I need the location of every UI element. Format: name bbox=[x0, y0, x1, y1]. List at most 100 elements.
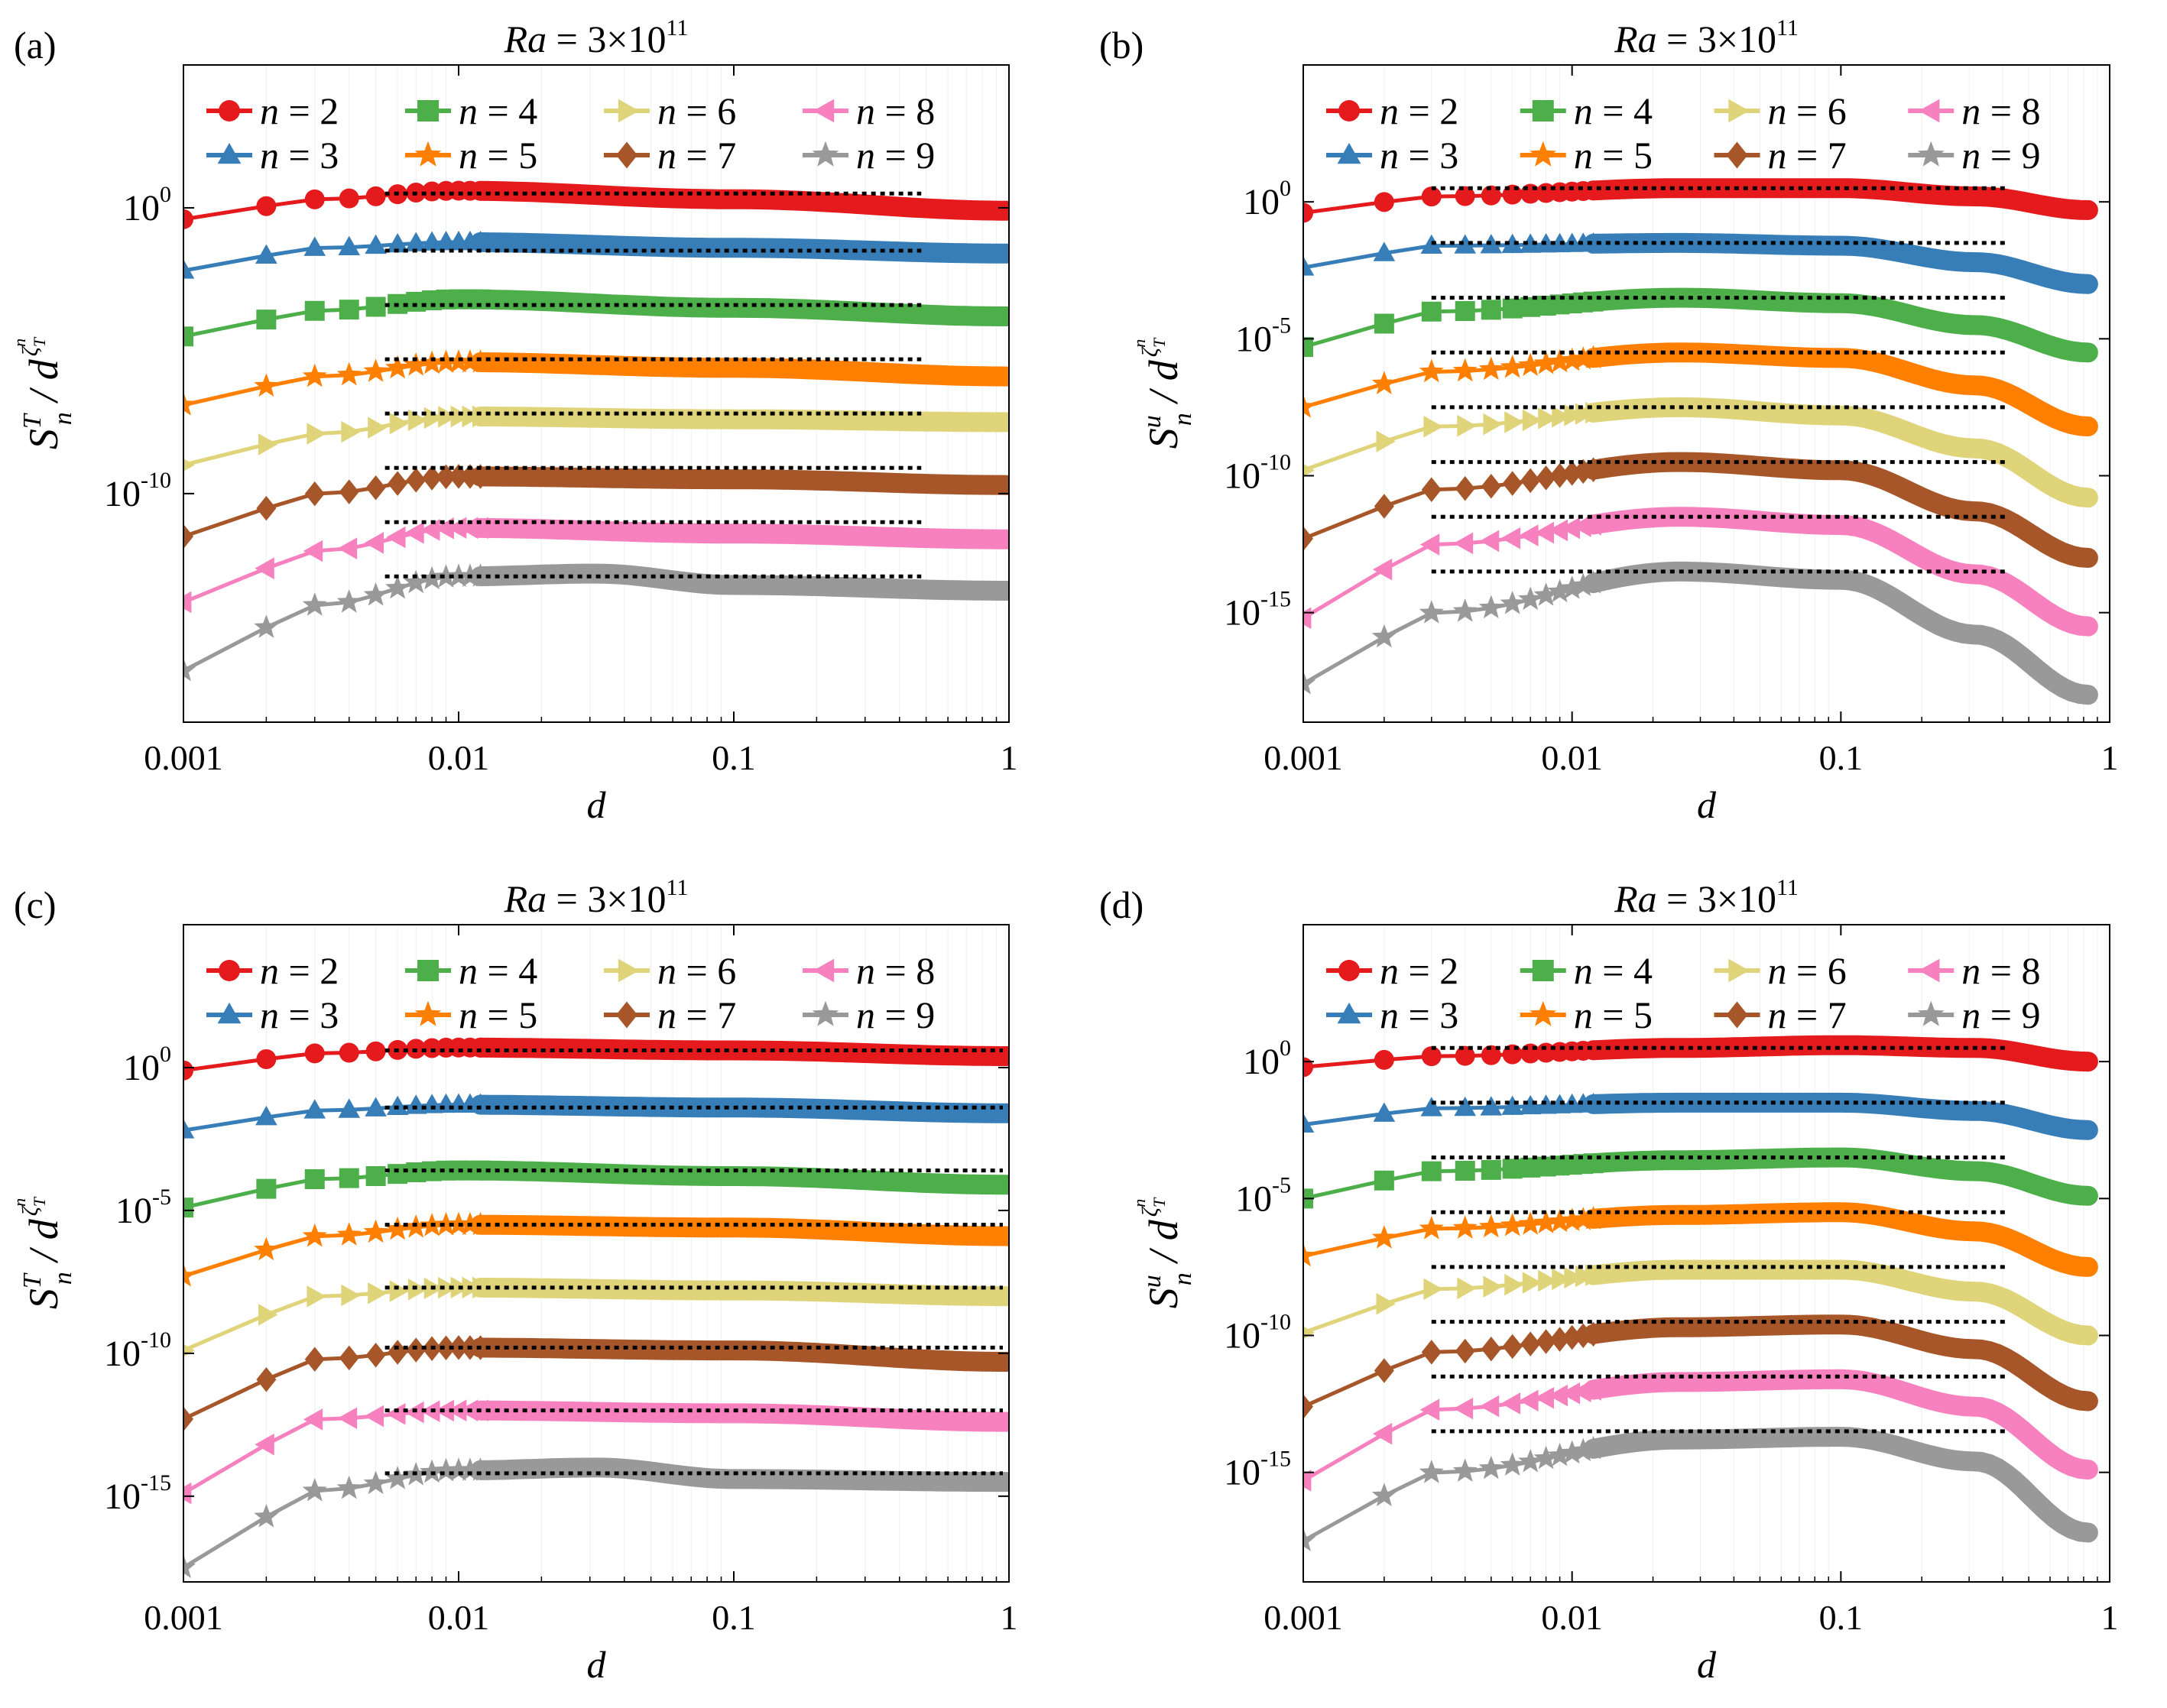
x-tick-label: 0.01 bbox=[428, 738, 490, 777]
data-point bbox=[337, 537, 358, 559]
series-n4 bbox=[183, 289, 1009, 347]
data-point bbox=[404, 1094, 427, 1114]
series-band bbox=[1583, 1092, 2098, 1140]
data-point bbox=[1575, 1265, 1595, 1288]
legend-marker bbox=[414, 1000, 442, 1026]
data-point bbox=[404, 569, 429, 594]
legend-label: n = 2 bbox=[260, 949, 339, 992]
data-point bbox=[446, 1457, 472, 1481]
series-band bbox=[1583, 1147, 2098, 1206]
data-point bbox=[422, 181, 443, 202]
data-point bbox=[1372, 558, 1393, 581]
legend-marker bbox=[219, 100, 240, 122]
data-point bbox=[1452, 1215, 1478, 1239]
y-tick-label: 10-5 bbox=[1235, 313, 1291, 359]
data-point bbox=[341, 420, 361, 443]
data-point bbox=[1419, 1460, 1444, 1483]
data-point bbox=[365, 1165, 386, 1186]
data-point bbox=[339, 300, 359, 320]
data-point bbox=[1534, 521, 1554, 544]
legend-item-n9: n = 9 bbox=[803, 134, 935, 177]
data-point bbox=[1421, 186, 1442, 207]
series-band bbox=[1583, 561, 2098, 705]
legend-marker bbox=[618, 958, 640, 983]
legend-item-n3: n = 3 bbox=[206, 134, 339, 177]
series-n2 bbox=[183, 180, 1009, 229]
data-point bbox=[1455, 186, 1475, 206]
x-tick-label: 0.01 bbox=[1541, 1598, 1603, 1637]
data-point bbox=[336, 589, 362, 613]
x-tick-label: 0.001 bbox=[1264, 738, 1343, 777]
legend-item-n3: n = 3 bbox=[1326, 993, 1458, 1036]
data-point bbox=[258, 433, 278, 455]
data-point bbox=[364, 1405, 384, 1428]
data-point bbox=[183, 523, 193, 549]
y-tick-label: 10-15 bbox=[104, 1470, 171, 1517]
data-point bbox=[1374, 313, 1394, 334]
data-point bbox=[1583, 1321, 1604, 1347]
legend-item-n2: n = 2 bbox=[1326, 949, 1458, 992]
x-axis-label: d bbox=[1697, 783, 1717, 826]
data-point bbox=[1533, 1210, 1559, 1233]
data-point bbox=[406, 291, 427, 312]
legend-label: n = 8 bbox=[1961, 89, 2040, 132]
data-point bbox=[339, 1168, 359, 1188]
data-point bbox=[256, 1178, 277, 1199]
data-point bbox=[1303, 337, 1313, 358]
data-point bbox=[254, 614, 279, 638]
data-point bbox=[1303, 203, 1313, 223]
series-band bbox=[1583, 507, 2098, 637]
data-point bbox=[1571, 1437, 1596, 1462]
data-point bbox=[388, 1164, 408, 1185]
panel-label: (d) bbox=[1099, 883, 1144, 926]
data-point bbox=[304, 1043, 325, 1064]
series-band bbox=[1583, 452, 2098, 568]
data-point bbox=[1419, 358, 1444, 383]
legend-item-n4: n = 4 bbox=[1520, 949, 1653, 992]
legend-marker bbox=[1917, 141, 1945, 167]
data-point bbox=[302, 363, 327, 387]
y-axis-label: STn / dζTn bbox=[10, 1196, 77, 1309]
data-point bbox=[307, 423, 326, 445]
data-point bbox=[1500, 1452, 1525, 1476]
data-point bbox=[1481, 185, 1501, 206]
data-point bbox=[1419, 1398, 1440, 1421]
data-point bbox=[339, 479, 359, 504]
data-point bbox=[183, 259, 195, 279]
series-band bbox=[1583, 1314, 2098, 1411]
data-point bbox=[470, 180, 491, 201]
series-n6 bbox=[1303, 1259, 2098, 1346]
legend-marker bbox=[1726, 141, 1748, 169]
series-n3 bbox=[183, 1093, 1009, 1139]
data-point bbox=[1562, 1324, 1582, 1350]
series-n5 bbox=[1303, 1202, 2098, 1277]
data-point bbox=[1455, 1045, 1475, 1066]
series-n4 bbox=[183, 1160, 1009, 1218]
data-point bbox=[256, 310, 277, 330]
data-point bbox=[470, 1037, 491, 1058]
data-point bbox=[302, 1478, 327, 1502]
data-point bbox=[183, 459, 195, 472]
data-point bbox=[339, 188, 359, 209]
data-point bbox=[1374, 494, 1394, 519]
data-point bbox=[1549, 1327, 1570, 1352]
data-point bbox=[1518, 1211, 1543, 1235]
data-point bbox=[1582, 1092, 1604, 1113]
data-point bbox=[304, 1347, 325, 1373]
data-point bbox=[1518, 586, 1543, 611]
data-point bbox=[303, 1408, 323, 1431]
data-point bbox=[436, 1335, 456, 1360]
data-point bbox=[385, 1216, 410, 1240]
data-point bbox=[1504, 411, 1524, 433]
data-point bbox=[1481, 474, 1501, 499]
data-point bbox=[1420, 1097, 1443, 1117]
legend-label: n = 4 bbox=[1574, 89, 1653, 132]
data-point bbox=[1533, 350, 1559, 374]
legend-label: n = 4 bbox=[1574, 949, 1653, 992]
legend-marker bbox=[1338, 960, 1360, 981]
x-tick-label: 1 bbox=[2101, 1598, 2119, 1637]
series-band bbox=[470, 1337, 1009, 1373]
legend-label: n = 6 bbox=[1768, 949, 1847, 992]
series-band bbox=[1583, 178, 2098, 220]
data-point bbox=[1534, 1386, 1554, 1409]
